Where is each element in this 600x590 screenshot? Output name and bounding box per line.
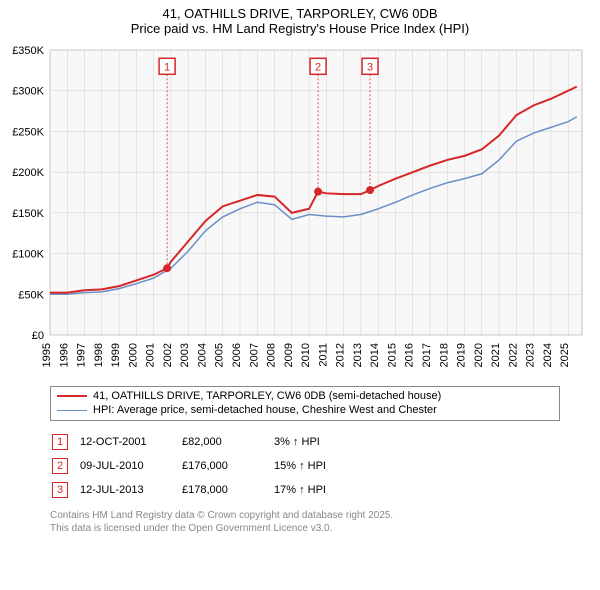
legend-label-hpi: HPI: Average price, semi-detached house,… xyxy=(93,403,437,417)
svg-text:2015: 2015 xyxy=(386,343,398,367)
svg-text:1: 1 xyxy=(164,61,170,73)
svg-text:1996: 1996 xyxy=(58,343,70,367)
svg-text:2011: 2011 xyxy=(317,343,329,367)
transaction-marker: 1 xyxy=(52,431,78,453)
svg-text:2022: 2022 xyxy=(507,343,519,367)
marker-dot-1 xyxy=(163,264,171,272)
transaction-row: 112-OCT-2001£82,0003% ↑ HPI xyxy=(52,431,336,453)
svg-text:2: 2 xyxy=(315,61,321,73)
svg-text:2002: 2002 xyxy=(162,343,174,367)
svg-text:£100K: £100K xyxy=(12,249,44,261)
svg-text:1998: 1998 xyxy=(93,343,105,367)
svg-text:2023: 2023 xyxy=(525,343,537,367)
marker-dot-2 xyxy=(314,188,322,196)
svg-text:2018: 2018 xyxy=(438,343,450,367)
svg-text:2000: 2000 xyxy=(127,343,139,367)
svg-text:2013: 2013 xyxy=(352,343,364,367)
svg-text:2009: 2009 xyxy=(283,343,295,367)
svg-text:1995: 1995 xyxy=(41,343,53,367)
transaction-pct: 15% ↑ HPI xyxy=(274,455,336,477)
transaction-date: 12-OCT-2001 xyxy=(80,431,180,453)
svg-text:£350K: £350K xyxy=(12,45,44,57)
transaction-date: 12-JUL-2013 xyxy=(80,479,180,501)
transaction-date: 09-JUL-2010 xyxy=(80,455,180,477)
svg-text:2019: 2019 xyxy=(456,343,468,367)
svg-text:£150K: £150K xyxy=(12,208,44,220)
marker-dot-3 xyxy=(366,186,374,194)
svg-text:2008: 2008 xyxy=(266,343,278,367)
svg-text:2004: 2004 xyxy=(196,343,208,367)
svg-text:2021: 2021 xyxy=(490,343,502,367)
svg-text:£250K: £250K xyxy=(12,126,44,138)
legend-swatch-price-paid xyxy=(57,395,87,397)
footer-line2: This data is licensed under the Open Gov… xyxy=(50,522,560,535)
legend-label-price-paid: 41, OATHILLS DRIVE, TARPORLEY, CW6 0DB (… xyxy=(93,389,441,403)
svg-text:2020: 2020 xyxy=(473,343,485,367)
footer: Contains HM Land Registry data © Crown c… xyxy=(50,509,560,535)
legend-swatch-hpi xyxy=(57,410,87,412)
svg-text:2024: 2024 xyxy=(542,343,554,367)
svg-text:£200K: £200K xyxy=(12,167,44,179)
transaction-price: £176,000 xyxy=(182,455,272,477)
transaction-row: 312-JUL-2013£178,00017% ↑ HPI xyxy=(52,479,336,501)
transaction-marker: 3 xyxy=(52,479,78,501)
transaction-pct: 3% ↑ HPI xyxy=(274,431,336,453)
chart-title-line1: 41, OATHILLS DRIVE, TARPORLEY, CW6 0DB xyxy=(0,0,600,21)
chart-area: £0 £50K £100K £150K £200K £250K £300K £350K 1995… xyxy=(0,40,600,380)
svg-text:2005: 2005 xyxy=(214,343,226,367)
footer-line1: Contains HM Land Registry data © Crown c… xyxy=(50,509,560,522)
svg-text:2010: 2010 xyxy=(300,343,312,367)
transaction-marker: 2 xyxy=(52,455,78,477)
transactions-table: 112-OCT-2001£82,0003% ↑ HPI209-JUL-2010£… xyxy=(50,429,338,503)
svg-text:2001: 2001 xyxy=(145,343,157,367)
svg-text:1997: 1997 xyxy=(76,343,88,367)
svg-text:2003: 2003 xyxy=(179,343,191,367)
legend-box: 41, OATHILLS DRIVE, TARPORLEY, CW6 0DB (… xyxy=(50,386,560,421)
svg-text:2014: 2014 xyxy=(369,343,381,367)
svg-text:2017: 2017 xyxy=(421,343,433,367)
svg-text:£300K: £300K xyxy=(12,86,44,98)
svg-text:2012: 2012 xyxy=(335,343,347,367)
svg-text:£50K: £50K xyxy=(18,289,44,301)
svg-text:3: 3 xyxy=(367,61,373,73)
transaction-price: £82,000 xyxy=(182,431,272,453)
svg-text:2006: 2006 xyxy=(231,343,243,367)
transaction-row: 209-JUL-2010£176,00015% ↑ HPI xyxy=(52,455,336,477)
legend-row-1: 41, OATHILLS DRIVE, TARPORLEY, CW6 0DB (… xyxy=(57,389,553,403)
svg-text:£0: £0 xyxy=(32,330,44,342)
svg-text:2007: 2007 xyxy=(248,343,260,367)
legend-row-2: HPI: Average price, semi-detached house,… xyxy=(57,403,553,417)
svg-text:1999: 1999 xyxy=(110,343,122,367)
svg-text:2016: 2016 xyxy=(404,343,416,367)
chart-title-line2: Price paid vs. HM Land Registry's House … xyxy=(0,21,600,40)
transaction-pct: 17% ↑ HPI xyxy=(274,479,336,501)
svg-text:2025: 2025 xyxy=(559,343,571,367)
transaction-price: £178,000 xyxy=(182,479,272,501)
line-chart-svg: £0 £50K £100K £150K £200K £250K £300K £350K 1995… xyxy=(0,40,600,375)
